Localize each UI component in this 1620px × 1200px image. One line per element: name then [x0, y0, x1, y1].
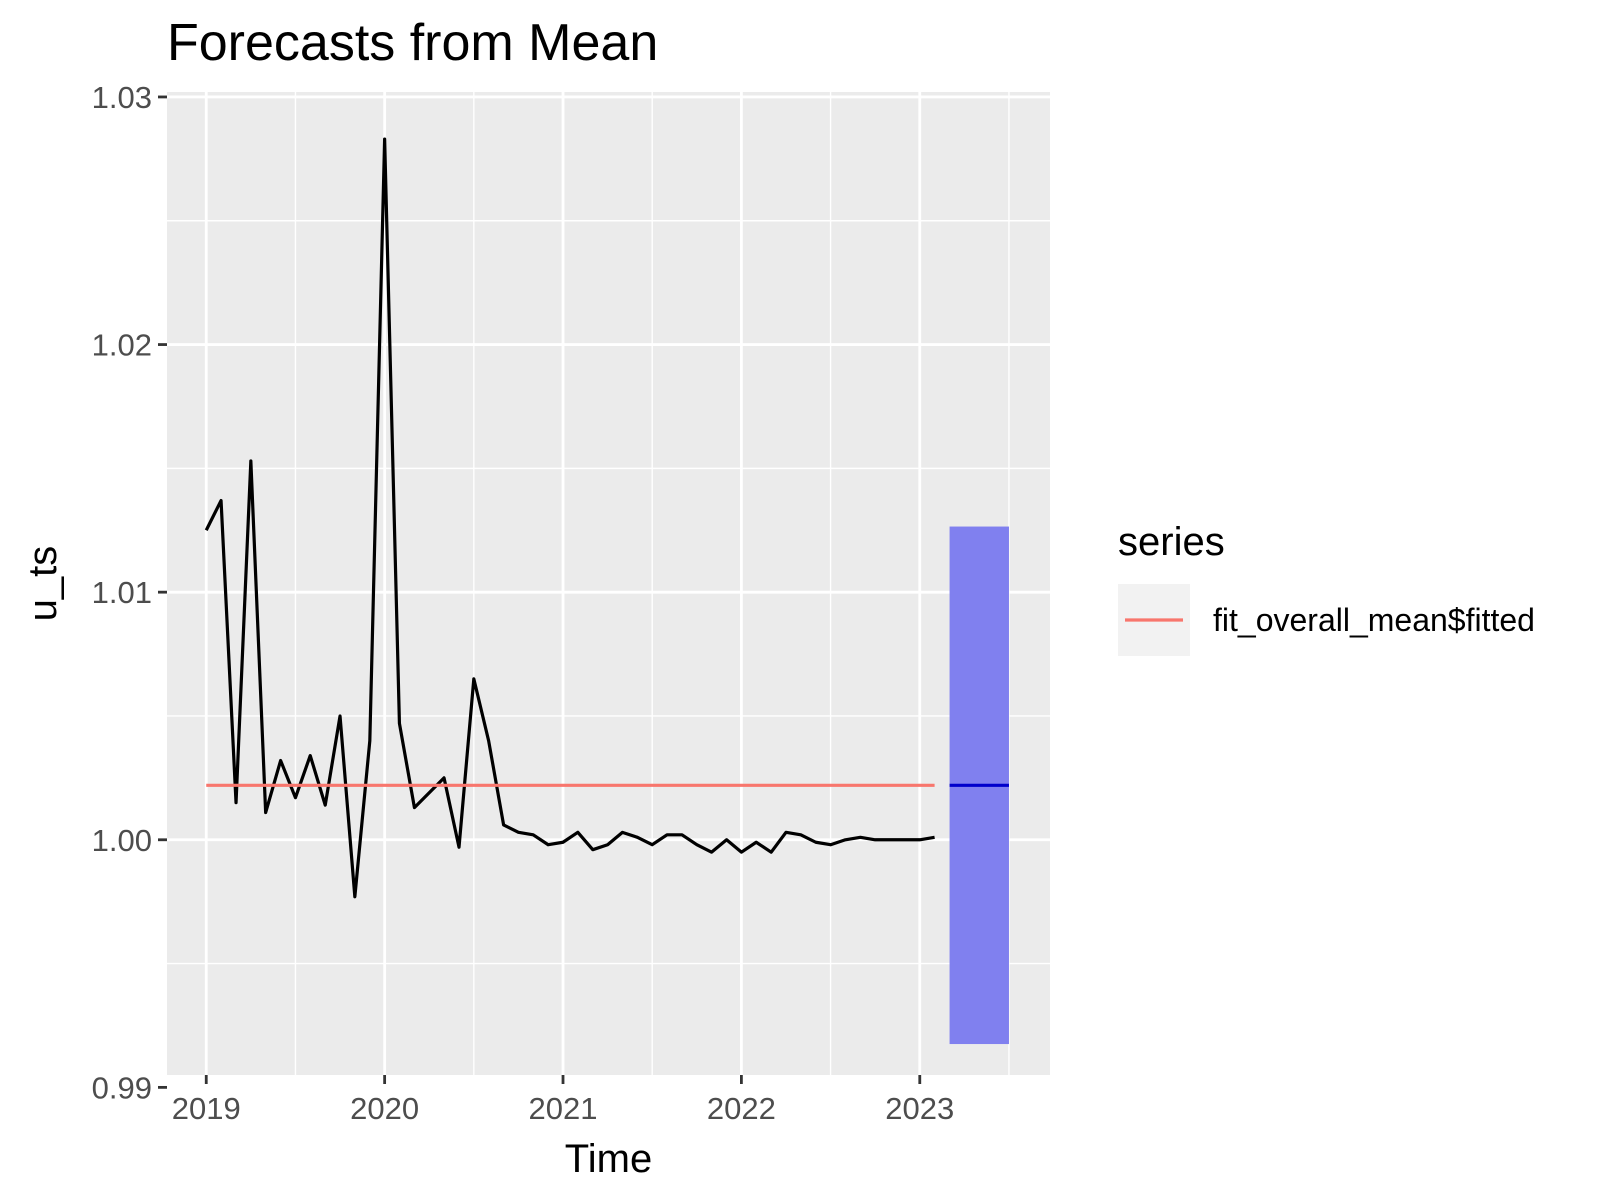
plot-title-group: Forecasts from Mean — [167, 14, 658, 72]
y-tick-label: 1.03 — [92, 80, 152, 115]
y-axis: 0.99 1.00 1.01 1.02 1.03 — [92, 80, 167, 1105]
chart-title: Forecasts from Mean — [167, 14, 658, 72]
y-tick-label: 1.00 — [92, 823, 152, 858]
x-tick-label: 2021 — [529, 1091, 598, 1126]
y-axis-title: u_ts — [21, 546, 65, 622]
forecast-interval-layer — [949, 526, 1009, 1045]
x-tick-label: 2023 — [885, 1091, 954, 1126]
x-tick-label: 2022 — [707, 1091, 776, 1126]
x-tick-label: 2019 — [172, 1091, 241, 1126]
observed-series-line — [204, 137, 935, 899]
legend-entry-label: fit_overall_mean$fitted — [1213, 602, 1535, 638]
y-tick-label: 0.99 — [92, 1070, 152, 1105]
legend: series fit_overall_mean$fitted — [1118, 520, 1535, 656]
series-layer — [204, 137, 935, 899]
x-tick-label: 2020 — [350, 1091, 419, 1126]
minor-gridlines — [167, 92, 1050, 1075]
y-tick-label: 1.01 — [92, 575, 152, 610]
major-gridlines — [167, 92, 1050, 1089]
plot-panel — [167, 92, 1050, 1075]
legend-title: series — [1118, 520, 1225, 564]
x-axis: 2019 2020 2021 2022 2023 — [172, 1075, 954, 1126]
y-tick-label: 1.02 — [92, 328, 152, 363]
x-axis-title: Time — [565, 1137, 652, 1181]
